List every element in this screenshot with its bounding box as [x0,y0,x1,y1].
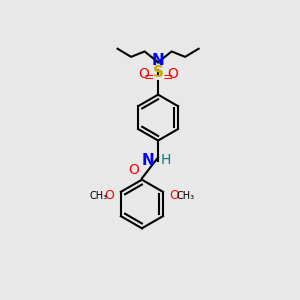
Text: O: O [167,67,178,81]
Text: O: O [138,67,149,81]
Text: =: = [143,71,154,84]
Text: =: = [162,71,173,84]
Text: O: O [105,189,114,203]
Text: O: O [169,189,179,203]
Text: H: H [161,153,171,167]
Text: CH₃: CH₃ [90,191,108,201]
Text: S: S [153,65,164,80]
Text: O: O [128,163,139,177]
Text: N: N [141,153,154,168]
Text: N: N [152,53,164,68]
Text: CH₃: CH₃ [176,191,194,201]
